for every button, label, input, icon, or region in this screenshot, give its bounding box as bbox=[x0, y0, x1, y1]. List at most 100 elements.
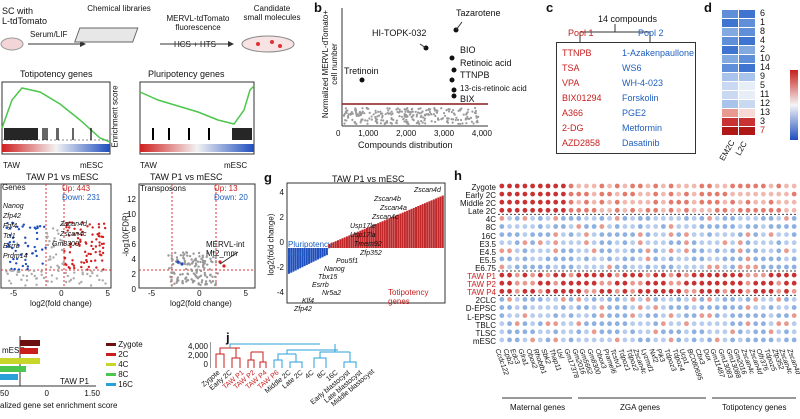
tick: 2 bbox=[131, 270, 136, 279]
tick: -5 bbox=[10, 289, 18, 298]
v1-point bbox=[5, 245, 9, 248]
tick: -5 bbox=[148, 289, 156, 298]
h-dot bbox=[776, 224, 782, 229]
h-dot bbox=[645, 272, 651, 278]
h-dot bbox=[707, 264, 712, 270]
d-number: 2 bbox=[760, 44, 766, 54]
v2-point bbox=[204, 274, 207, 277]
b-bg-point bbox=[451, 109, 455, 112]
h-dot bbox=[745, 199, 751, 205]
b-bg-point bbox=[442, 112, 446, 115]
h-dot bbox=[776, 240, 782, 246]
h-dot bbox=[684, 191, 689, 197]
b-bg-point bbox=[344, 107, 348, 110]
h-dot bbox=[645, 337, 651, 343]
h-dot bbox=[537, 321, 543, 327]
h-dot bbox=[707, 321, 712, 327]
h-dot bbox=[684, 240, 689, 246]
tick: 0 bbox=[197, 289, 202, 298]
h-dot bbox=[576, 256, 582, 262]
v1-point bbox=[41, 262, 44, 265]
h-dot bbox=[737, 264, 743, 270]
h-dot bbox=[576, 232, 582, 237]
h-dot bbox=[553, 207, 559, 213]
g-gene: Usp17le bbox=[350, 223, 376, 230]
h-dot bbox=[653, 216, 659, 221]
v1-point bbox=[26, 267, 29, 271]
g-bar bbox=[288, 248, 291, 274]
v1-point bbox=[10, 267, 13, 271]
h-dot bbox=[768, 216, 774, 221]
h-dot bbox=[737, 297, 743, 302]
h-dot bbox=[560, 337, 566, 343]
v2-point bbox=[171, 262, 175, 266]
h-dot bbox=[745, 297, 751, 302]
h-dot bbox=[607, 199, 612, 205]
g-gene: Nanog bbox=[324, 266, 345, 273]
h-dot bbox=[730, 216, 736, 221]
volcano2-plot bbox=[138, 183, 256, 289]
d-cell bbox=[722, 19, 738, 27]
v1-point bbox=[91, 272, 94, 275]
h-dot bbox=[722, 280, 728, 286]
h-dot bbox=[622, 216, 628, 221]
h-dot bbox=[699, 207, 705, 213]
v1-point bbox=[5, 270, 8, 273]
v1-point bbox=[73, 271, 76, 274]
b-bg-point bbox=[435, 111, 439, 114]
h-dot bbox=[760, 264, 766, 270]
h-row-label: TAW P2 bbox=[467, 280, 496, 290]
h-dot bbox=[499, 321, 505, 327]
h-dot bbox=[637, 280, 643, 286]
v1-point bbox=[35, 283, 38, 286]
v2-point bbox=[190, 278, 193, 281]
g-bar bbox=[319, 248, 322, 259]
bl-bar-zygote bbox=[20, 340, 40, 346]
g-bar bbox=[383, 220, 386, 248]
h-dot bbox=[668, 337, 674, 343]
h-dot bbox=[499, 224, 505, 229]
h-dot bbox=[668, 183, 674, 189]
v1-point bbox=[85, 254, 88, 258]
b-bg-point bbox=[361, 107, 364, 110]
h-dot bbox=[607, 337, 612, 343]
h-dot bbox=[522, 224, 528, 229]
h-dot bbox=[730, 207, 736, 213]
h-dot bbox=[507, 305, 512, 310]
h-dot bbox=[560, 280, 566, 286]
d-cell bbox=[739, 118, 755, 126]
h-dot bbox=[553, 337, 559, 343]
g-bar bbox=[374, 224, 377, 248]
h-dot bbox=[784, 313, 789, 318]
gsea-toti-right: mESC bbox=[80, 161, 104, 170]
h-row-label: TAW P1 bbox=[467, 272, 496, 282]
v1-point bbox=[17, 268, 21, 271]
merv-l1: MERVL-tdTomato bbox=[166, 14, 230, 23]
h-dot bbox=[568, 264, 574, 270]
v2-point bbox=[193, 279, 196, 283]
h-dot bbox=[707, 183, 712, 189]
gsea-toti-plot bbox=[1, 81, 111, 155]
v1-point bbox=[55, 277, 58, 280]
b-bg-point bbox=[388, 112, 392, 115]
v1-point bbox=[52, 256, 55, 259]
d-cell bbox=[739, 19, 755, 27]
h-dot bbox=[768, 337, 774, 343]
h-dot bbox=[730, 280, 736, 286]
h-dot bbox=[607, 272, 612, 278]
tick: 5 bbox=[243, 289, 248, 298]
h-dot bbox=[499, 305, 505, 310]
v1-point bbox=[81, 271, 84, 274]
b-bg-point bbox=[386, 107, 389, 110]
tick: 0 bbox=[131, 285, 136, 294]
h-row-label: TAW P4 bbox=[467, 288, 496, 298]
h-dot bbox=[707, 248, 712, 254]
v1-point bbox=[89, 284, 93, 287]
v2-point bbox=[216, 272, 219, 275]
v1-point bbox=[81, 273, 85, 276]
h-dot bbox=[545, 256, 551, 262]
v2-point bbox=[186, 278, 189, 282]
h-dot bbox=[630, 337, 636, 343]
h-dot bbox=[599, 183, 605, 189]
h-dot bbox=[753, 321, 759, 327]
